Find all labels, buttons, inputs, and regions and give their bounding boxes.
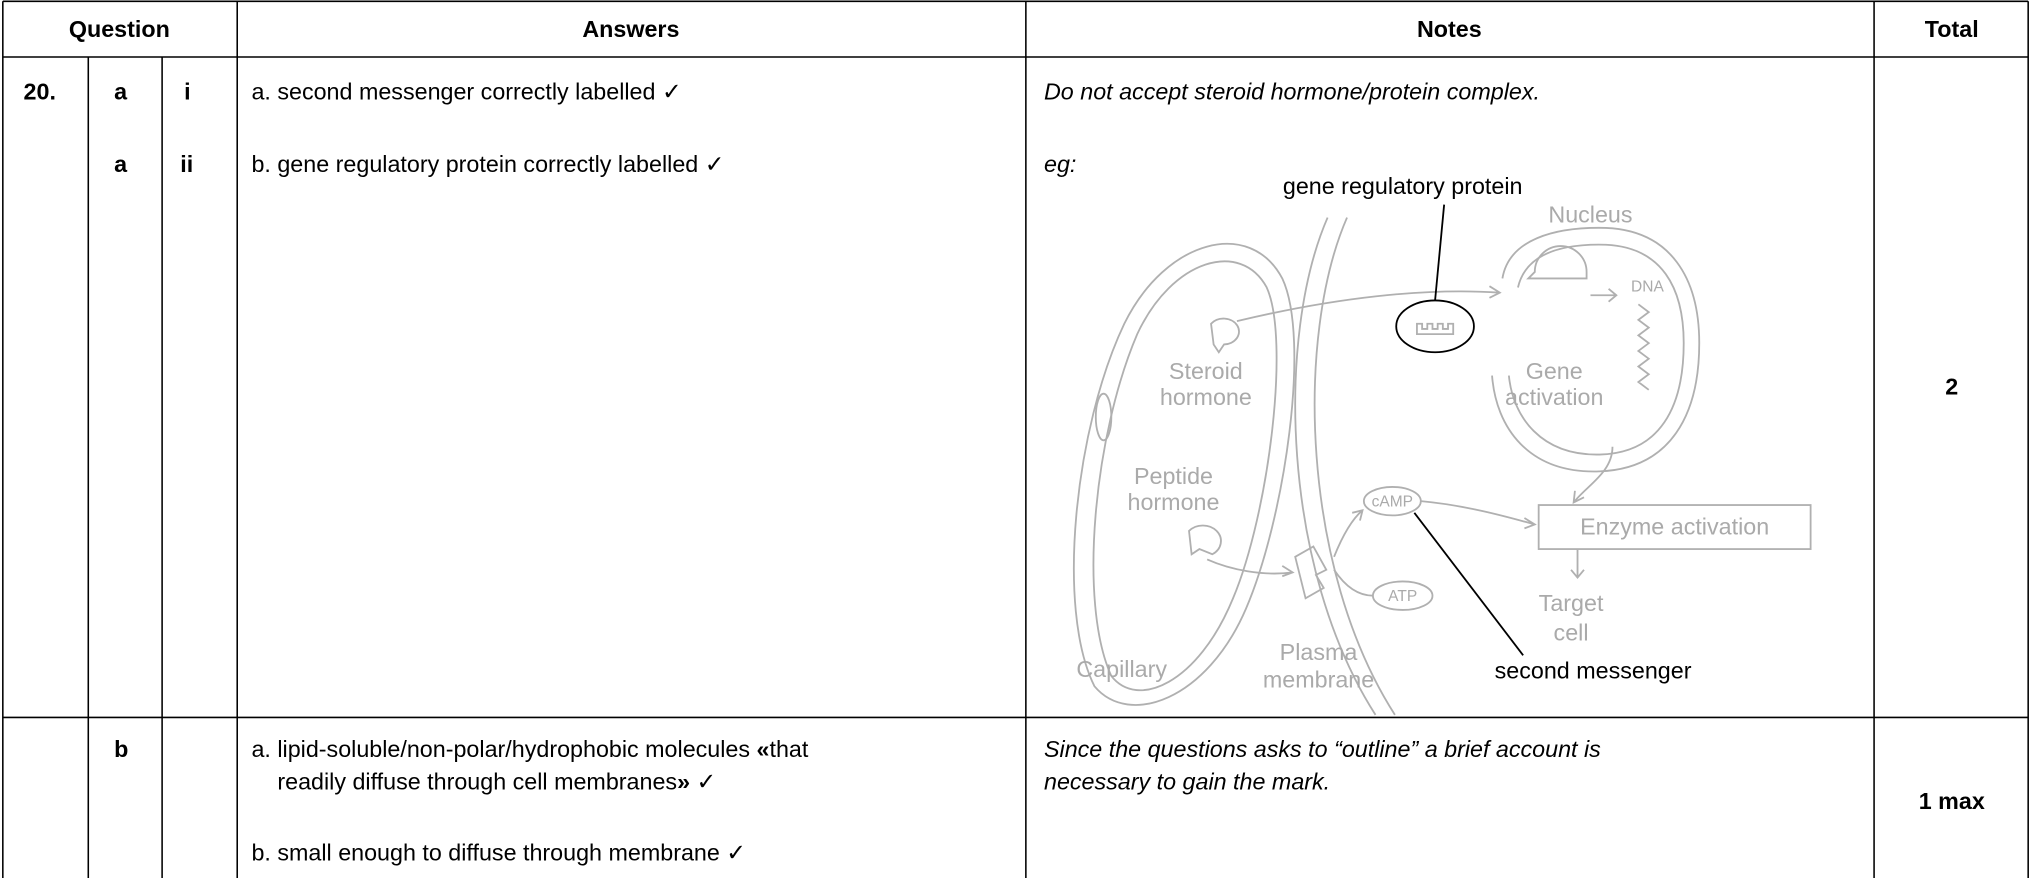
diagram-label: Gene [1526, 358, 1583, 384]
note: eg: [1044, 151, 1076, 177]
diagram-label: Target [1539, 590, 1604, 616]
total: 2 [1945, 374, 1958, 400]
header: Answers [582, 16, 679, 42]
note: Do not accept steroid hormone/protein co… [1044, 78, 1540, 104]
part: a [114, 78, 128, 104]
answer: a. second messenger correctly labelled ✓ [251, 78, 681, 104]
answer-text: b. small enough to diffuse through membr… [251, 840, 745, 866]
answer-line: a. lipid-soluble/non-polar/hydrophobic m… [251, 736, 808, 762]
diagram-label: DNA [1631, 279, 1664, 296]
sub-part: i [184, 78, 190, 104]
answer-line: readily diffuse through cell membranes» … [277, 769, 716, 795]
header: Notes [1417, 16, 1482, 42]
diagram-label: Plasma [1280, 639, 1358, 665]
note: Since the questions asks to “outline” a … [1044, 736, 1601, 762]
diagram-label: membrane [1263, 666, 1374, 692]
diagram-label: cAMP [1372, 494, 1413, 511]
answer-text: « [757, 736, 770, 762]
header: Total [1925, 16, 1979, 42]
diagram-label: Nucleus [1548, 201, 1632, 227]
diagram-label: gene regulatory protein [1283, 173, 1523, 199]
diagram-label: Enzyme activation [1580, 514, 1769, 540]
diagram [1072, 204, 1812, 716]
diagram-label: cell [1554, 620, 1589, 646]
diagram-label: Steroid [1169, 358, 1243, 384]
diagram-label: activation [1505, 384, 1603, 410]
header: Question [69, 16, 170, 42]
part: a [114, 151, 128, 177]
answer-line: b. small enough to diffuse through membr… [251, 840, 745, 866]
question-number: 20. [24, 78, 56, 104]
diagram-label: Capillary [1076, 656, 1167, 682]
total: 1 max [1919, 788, 1985, 814]
diagram-label: second messenger [1495, 657, 1692, 683]
answer-text: a. lipid-soluble/non-polar/hydrophobic m… [251, 736, 756, 762]
answer-text: that [769, 736, 808, 762]
answer-text: readily diffuse through cell membranes [277, 769, 677, 795]
part: b [114, 736, 128, 762]
answer-text: ✓ [690, 769, 716, 795]
sub-part: ii [180, 151, 193, 177]
diagram-label: hormone [1128, 489, 1220, 515]
diagram-label: Peptide [1134, 463, 1213, 489]
answer-text: » [677, 769, 690, 795]
diagram-label: ATP [1388, 588, 1417, 605]
answer: b. gene regulatory protein correctly lab… [251, 151, 724, 177]
note: necessary to gain the mark. [1044, 769, 1330, 795]
diagram-label: hormone [1160, 384, 1252, 410]
